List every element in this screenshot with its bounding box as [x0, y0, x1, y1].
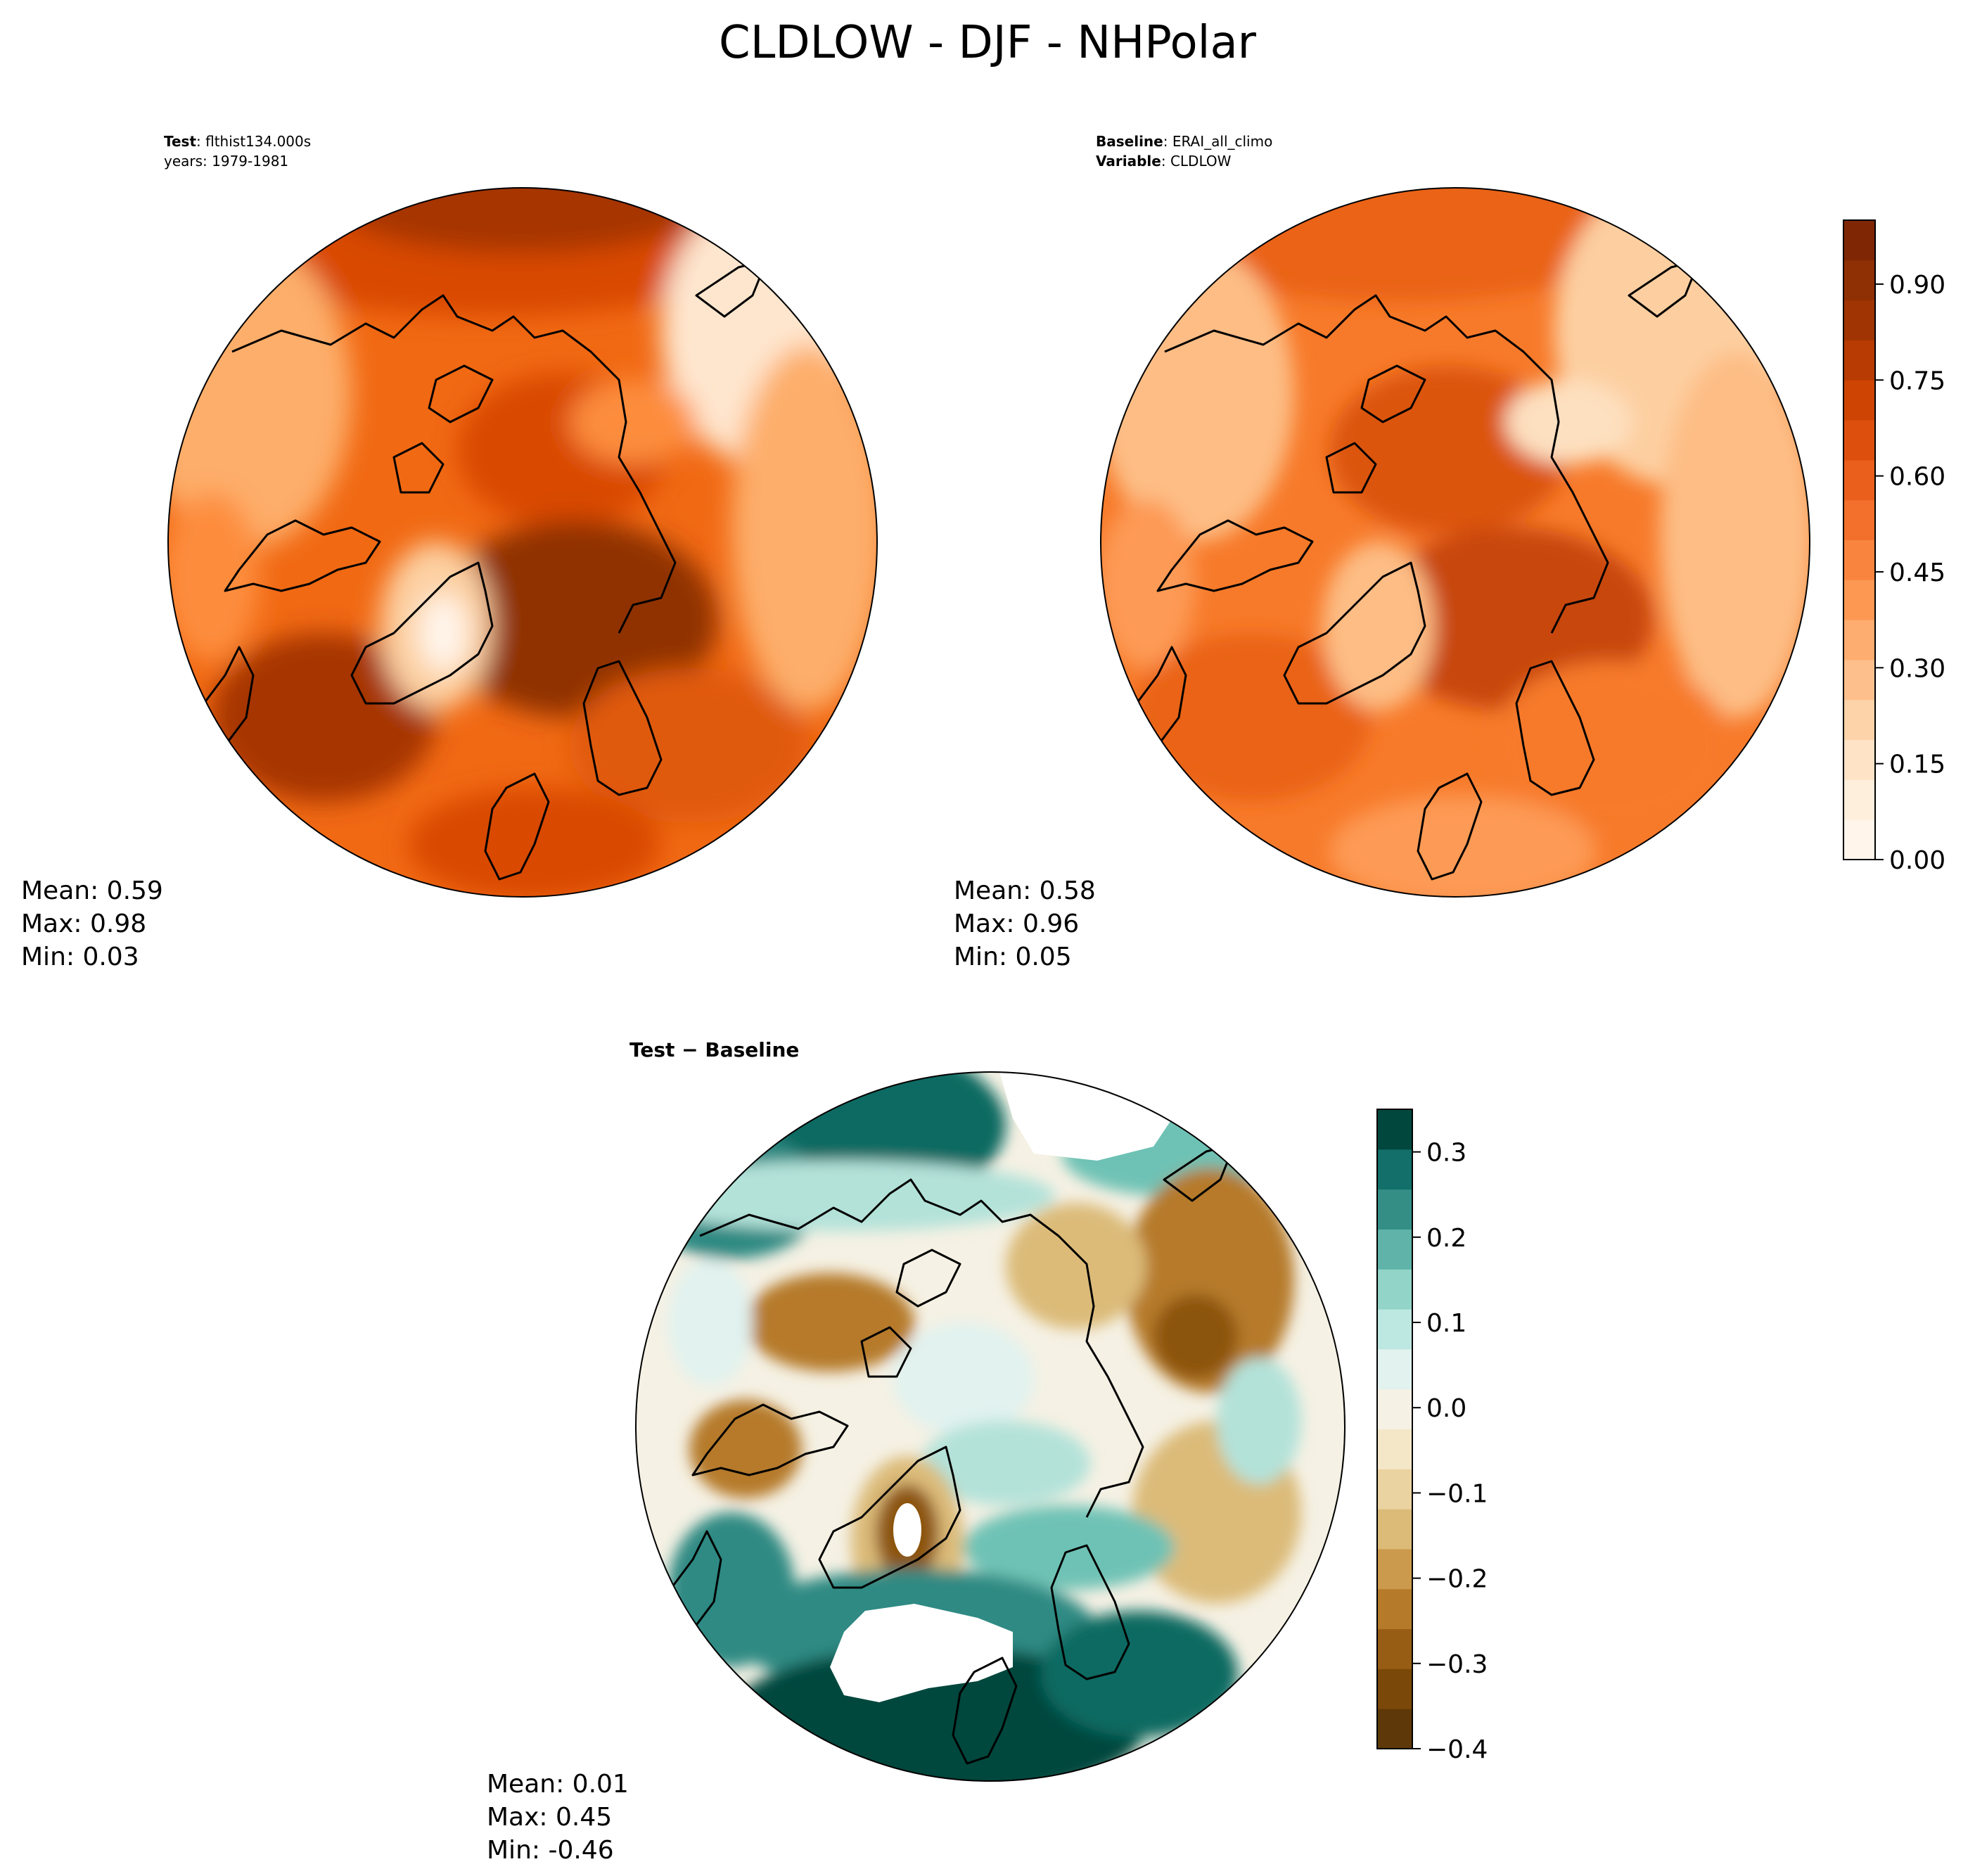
baseline-coastlines	[1135, 238, 1791, 881]
test-stat-min: Min: 0.03	[21, 943, 139, 971]
colorbar-top-tick-label: 0.75	[1889, 366, 1945, 395]
difference-map-frame	[635, 1071, 1346, 1782]
colorbar-difference-segment	[1377, 1389, 1412, 1429]
panel-test: Test: flthist134.000s years: 1979-1981	[21, 133, 878, 971]
colorbar-top-segment	[1843, 220, 1875, 261]
colorbar-top-segment	[1843, 499, 1875, 540]
colorbar-difference-tick-label: 0.0	[1426, 1394, 1466, 1423]
colorbar-top-tick-label: 0.30	[1889, 654, 1945, 683]
colorbar-difference-segment	[1377, 1269, 1412, 1310]
colorbar-top-segment	[1843, 659, 1875, 701]
baseline-map-frame	[1100, 187, 1810, 898]
colorbar-top: 0.00 0.15 0.30 0.45 0.60 0.75 0.90	[1843, 219, 1945, 875]
colorbar-difference-segment	[1377, 1149, 1412, 1190]
colorbar-top-segment	[1843, 699, 1875, 741]
colorbar-top-segment	[1843, 380, 1875, 421]
test-stat-mean: Mean: 0.59	[21, 876, 163, 905]
colorbar-difference-segment	[1377, 1189, 1412, 1230]
colorbar-difference-tick-label: 0.2	[1426, 1224, 1466, 1253]
colorbar-difference-segment	[1377, 1348, 1412, 1390]
colorbar-difference-segment	[1377, 1709, 1412, 1749]
colorbar-difference-segment	[1377, 1548, 1412, 1590]
colorbar-top-segment	[1843, 540, 1875, 580]
baseline-header-line-1: Baseline: ERAI_all_climo	[1096, 133, 1272, 150]
colorbar-top-segment	[1843, 819, 1875, 860]
colorbar-difference-tick-label: −0.2	[1426, 1565, 1488, 1594]
colorbar-top-outline	[1843, 219, 1876, 860]
colorbar-difference-segment	[1377, 1509, 1412, 1550]
difference-header: Test − Baseline	[629, 1038, 799, 1061]
colorbar-top-segment	[1843, 779, 1875, 820]
colorbar-difference-tick-label: −0.3	[1426, 1650, 1488, 1679]
colorbar-top-segment	[1843, 620, 1875, 661]
colorbar-top-tick-label: 0.45	[1889, 559, 1945, 587]
difference-stat-min: Min: -0.46	[487, 1836, 614, 1865]
difference-stat-mean: Mean: 0.01	[487, 1770, 629, 1799]
colorbar-difference-segment	[1377, 1309, 1412, 1350]
colorbar-difference-tick-label: −0.4	[1426, 1735, 1488, 1764]
baseline-stat-max: Max: 0.96	[954, 910, 1079, 938]
test-header-line-1: Test: flthist134.000s	[164, 133, 311, 150]
colorbar-top-segment	[1843, 340, 1875, 381]
test-header-line-2: years: 1979-1981	[164, 153, 288, 170]
figure-title: CLDLOW - DJF - NHPolar	[719, 17, 1257, 69]
baseline-stat-mean: Mean: 0.58	[954, 876, 1096, 905]
baseline-header-line-2: Variable: CLDLOW	[1096, 153, 1232, 170]
difference-stat-max: Max: 0.45	[487, 1803, 612, 1832]
colorbar-top-segment	[1843, 459, 1875, 501]
colorbar-top-tick-label: 0.15	[1889, 751, 1945, 779]
colorbar-difference: −0.4 −0.3 −0.2 −0.1 0.0 0.1 0.2 0.3	[1376, 1109, 1488, 1764]
panel-baseline: Baseline: ERAI_all_climo Variable: CLDLO…	[954, 133, 1810, 971]
colorbar-top-tick-label: 0.60	[1889, 463, 1945, 492]
colorbar-difference-tick-label: 0.3	[1426, 1139, 1466, 1168]
colorbar-difference-tick-label: 0.1	[1426, 1309, 1466, 1338]
test-stat-max: Max: 0.98	[21, 910, 146, 938]
colorbar-top-tick-label: 0.90	[1889, 271, 1945, 300]
colorbar-difference-segment	[1377, 1429, 1412, 1469]
colorbar-difference-segment	[1377, 1109, 1412, 1150]
colorbar-top-tick-label: 0.00	[1889, 846, 1945, 875]
colorbar-top-segment	[1843, 300, 1875, 340]
colorbar-top-segment	[1843, 580, 1875, 620]
colorbar-difference-segment	[1377, 1588, 1412, 1630]
colorbar-top-segment	[1843, 420, 1875, 461]
colorbar-top-segment	[1843, 739, 1875, 780]
colorbar-difference-segment	[1377, 1628, 1412, 1669]
panel-difference: Test − Baseline	[487, 1038, 1346, 1865]
colorbar-difference-segment	[1377, 1668, 1412, 1709]
colorbar-difference-segment	[1377, 1229, 1412, 1270]
colorbar-difference-segment	[1377, 1469, 1412, 1510]
colorbar-difference-outline	[1376, 1109, 1413, 1749]
colorbar-difference-tick-label: −0.1	[1426, 1479, 1488, 1508]
test-map-frame	[167, 187, 878, 898]
colorbar-top-segment	[1843, 260, 1875, 301]
baseline-stat-min: Min: 0.05	[954, 943, 1072, 971]
